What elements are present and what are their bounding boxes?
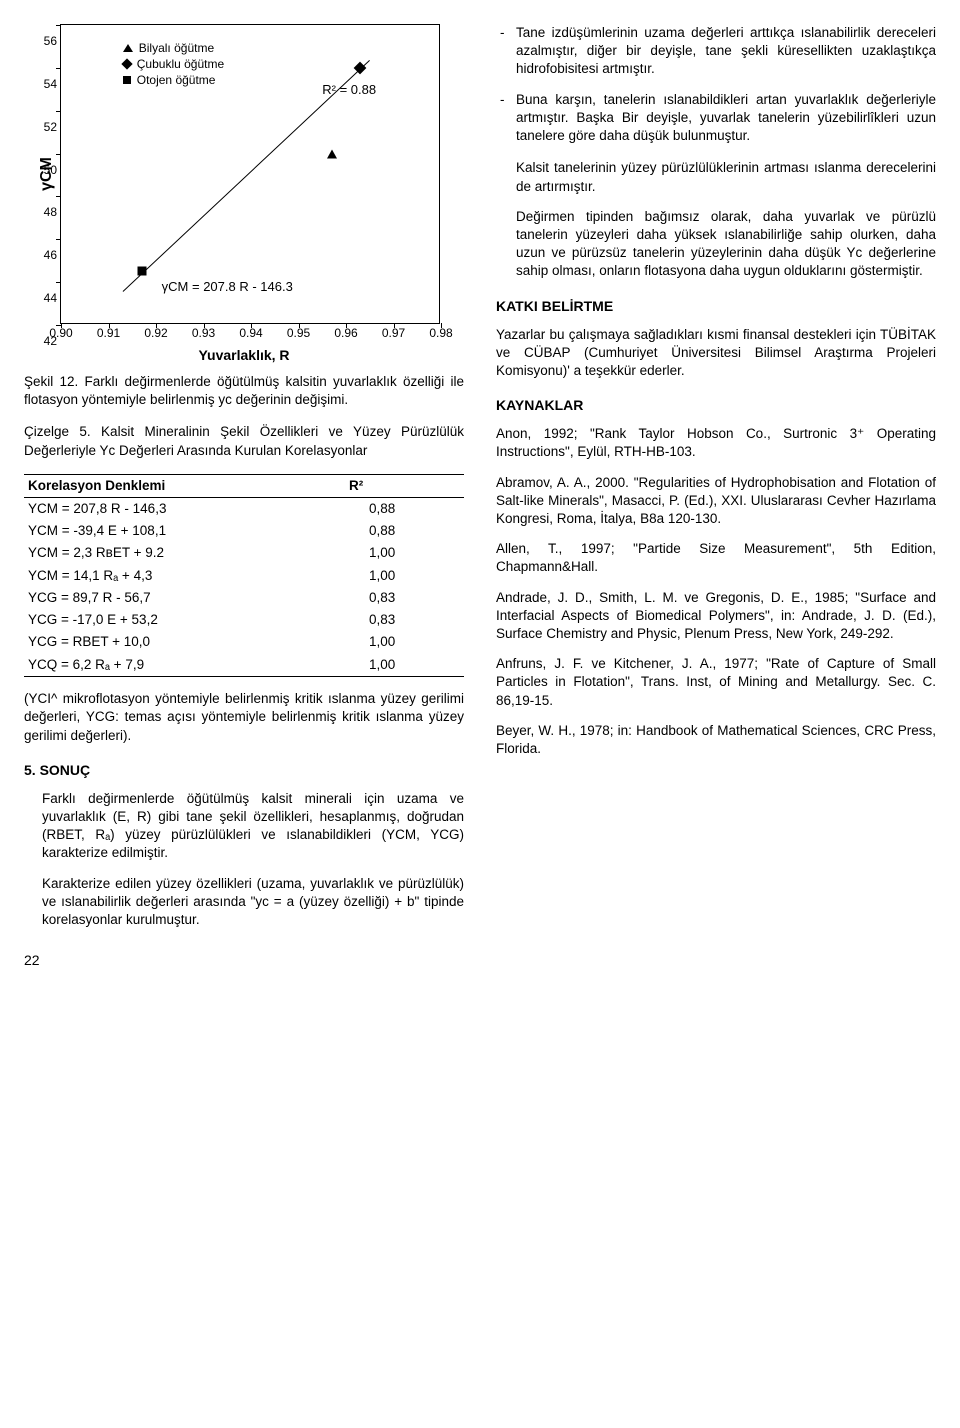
reference-item: Andrade, J. D., Smith, L. M. ve Gregonis…	[496, 589, 936, 644]
correlation-table: Korelasyon Denklemi R² YCM = 207,8 R - 1…	[24, 474, 464, 677]
table-cell-r2: 1,00	[345, 565, 464, 587]
reference-item: Beyer, W. H., 1978; in: Handbook of Math…	[496, 722, 936, 758]
chart-data-point	[356, 63, 365, 72]
acknowledgement-paragraph: Yazarlar bu çalışmaya sağladıkları kısmi…	[496, 326, 936, 381]
chart-data-point	[137, 267, 146, 276]
x-tick-label: 0.91	[97, 325, 120, 341]
y-tick	[56, 196, 61, 197]
chart-x-label: Yuvarlaklık, R	[24, 346, 464, 365]
table-cell-equation: YCM = 2,3 RʙET + 9.2	[24, 542, 345, 564]
figure-caption: Şekil 12. Farklı değirmenlerde öğütülmüş…	[24, 373, 464, 409]
y-tick-label: 54	[33, 76, 57, 92]
y-tick-label: 48	[33, 205, 57, 221]
table-cell-r2: 1,00	[345, 631, 464, 653]
table-row: YCG = RBET + 10,01,00	[24, 631, 464, 653]
table-cell-equation: YCQ = 6,2 Rₐ + 7,9	[24, 654, 345, 677]
y-tick-label: 50	[33, 162, 57, 178]
y-tick-label: 46	[33, 247, 57, 263]
finding-item: Buna karşın, tanelerin ıslanabildikleri …	[496, 91, 936, 146]
reference-item: Anfruns, J. F. ve Kitchener, J. A., 1977…	[496, 655, 936, 710]
table-caption: Çizelge 5. Kalsit Mineralinin Şekil Özel…	[24, 423, 464, 459]
table-footnote: (YCI^ mikroflotasyon yöntemiyle belirlen…	[24, 690, 464, 745]
chart-legend-label: Çubuklu öğütme	[137, 56, 224, 72]
page-number: 22	[24, 951, 464, 970]
table-row: YCG = 89,7 R - 56,70,83	[24, 587, 464, 609]
chart-legend-label: Otojen öğütme	[137, 72, 216, 88]
y-tick	[56, 282, 61, 283]
y-tick	[56, 25, 61, 26]
table-cell-r2: 0,88	[345, 497, 464, 520]
section-heading-references: KAYNAKLAR	[496, 396, 936, 415]
reference-item: Abramov, A. A., 2000. "Regularities of H…	[496, 474, 936, 529]
table-cell-equation: YCM = 14,1 Rₐ + 4,3	[24, 565, 345, 587]
table-cell-r2: 0,83	[345, 587, 464, 609]
y-tick	[56, 325, 61, 326]
section-heading-acknowledgement: KATKI BELİRTME	[496, 297, 936, 316]
x-tick-label: 0.97	[382, 325, 405, 341]
table-row: YCM = 207,8 R - 146,30,88	[24, 497, 464, 520]
chart-plot-area: 0.900.910.920.930.940.950.960.970.984244…	[60, 24, 440, 324]
chart-equation-label: γCM = 207.8 R - 146.3	[162, 278, 293, 296]
table-header-r2: R²	[345, 474, 464, 497]
table-cell-r2: 1,00	[345, 542, 464, 564]
two-column-layout: γCM 0.900.910.920.930.940.950.960.970.98…	[24, 24, 936, 970]
y-tick-label: 42	[33, 333, 57, 349]
table-header-eq: Korelasyon Denklemi	[24, 474, 345, 497]
discussion-paragraph: Kalsit tanelerinin yüzey pürüzlülüklerin…	[496, 159, 936, 195]
reference-item: Allen, T., 1997; "Partide Size Measureme…	[496, 540, 936, 576]
results-paragraph: Karakterize edilen yüzey özellikleri (uz…	[24, 875, 464, 930]
table-row: YCM = -39,4 E + 108,10,88	[24, 520, 464, 542]
y-tick	[56, 111, 61, 112]
table-row: YCM = 2,3 RʙET + 9.21,00	[24, 542, 464, 564]
chart-legend-label: Bilyalı öğütme	[139, 40, 214, 56]
table-cell-equation: YCM = 207,8 R - 146,3	[24, 497, 345, 520]
chart-legend-item: Bilyalı öğütme	[123, 40, 214, 56]
chart-r2-label: R² = 0.88	[322, 81, 376, 99]
y-tick-label: 56	[33, 33, 57, 49]
chart-legend-item: Çubuklu öğütme	[123, 56, 224, 72]
references-block: Anon, 1992; "Rank Taylor Hobson Co., Sur…	[496, 425, 936, 758]
table-row: YCQ = 6,2 Rₐ + 7,91,00	[24, 654, 464, 677]
x-tick-label: 0.92	[144, 325, 167, 341]
table-cell-equation: YCG = RBET + 10,0	[24, 631, 345, 653]
table-row: YCM = 14,1 Rₐ + 4,31,00	[24, 565, 464, 587]
table-cell-equation: YCG = -17,0 E + 53,2	[24, 609, 345, 631]
table-cell-equation: YCG = 89,7 R - 56,7	[24, 587, 345, 609]
chart-figure: γCM 0.900.910.920.930.940.950.960.970.98…	[60, 24, 464, 324]
y-tick	[56, 68, 61, 69]
left-column: γCM 0.900.910.920.930.940.950.960.970.98…	[24, 24, 464, 970]
finding-item: Tane izdüşümlerinin uzama değerleri artt…	[496, 24, 936, 79]
x-tick-label: 0.96	[334, 325, 357, 341]
findings-list: Tane izdüşümlerinin uzama değerleri artt…	[496, 24, 936, 145]
table-cell-r2: 1,00	[345, 654, 464, 677]
table-header-row: Korelasyon Denklemi R²	[24, 474, 464, 497]
chart-legend-item: Otojen öğütme	[123, 72, 216, 88]
x-tick-label: 0.95	[287, 325, 310, 341]
results-paragraph: Farklı değirmenlerde öğütülmüş kalsit mi…	[24, 790, 464, 863]
y-tick-label: 44	[33, 290, 57, 306]
table-row: YCG = -17,0 E + 53,20,83	[24, 609, 464, 631]
right-column: Tane izdüşümlerinin uzama değerleri artt…	[496, 24, 936, 970]
chart-data-point	[327, 149, 337, 158]
y-tick-label: 52	[33, 119, 57, 135]
x-tick-label: 0.94	[239, 325, 262, 341]
reference-item: Anon, 1992; "Rank Taylor Hobson Co., Sur…	[496, 425, 936, 461]
table-cell-r2: 0,83	[345, 609, 464, 631]
table-cell-r2: 0,88	[345, 520, 464, 542]
y-tick	[56, 239, 61, 240]
x-tick-label: 0.98	[429, 325, 452, 341]
x-tick-label: 0.93	[192, 325, 215, 341]
discussion-paragraph: Değirmen tipinden bağımsız olarak, daha …	[496, 208, 936, 281]
y-tick	[56, 154, 61, 155]
section-heading-results: 5. SONUÇ	[24, 761, 464, 780]
table-cell-equation: YCM = -39,4 E + 108,1	[24, 520, 345, 542]
